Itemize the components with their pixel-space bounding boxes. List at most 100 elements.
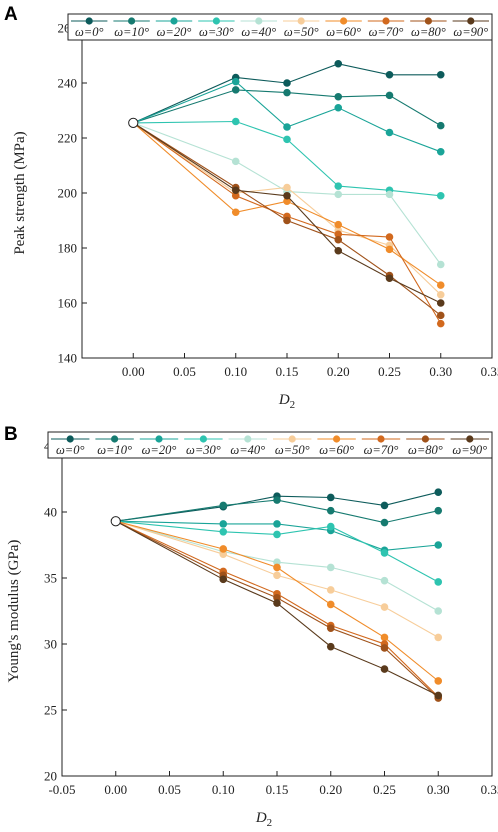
data-point: [219, 501, 228, 510]
legend-label: ω=30°: [199, 25, 234, 39]
y-tick-label: 200: [58, 186, 78, 201]
series-1: [115, 496, 443, 527]
series-line: [132, 122, 442, 324]
data-point: [283, 197, 291, 206]
data-point: [380, 633, 389, 642]
data-point: [273, 563, 281, 572]
x-tick-label: 0.20: [319, 782, 342, 797]
legend-entry: ω=60°: [317, 435, 356, 457]
data-point: [283, 216, 291, 225]
legend-swatch-marker: [382, 17, 390, 25]
y-tick-label: 40: [44, 505, 57, 520]
data-point: [334, 246, 343, 255]
x-tick-label: 0.00: [104, 782, 127, 797]
legend-entry: ω=90°: [452, 17, 489, 39]
series-line: [115, 520, 439, 638]
data-point: [326, 624, 335, 632]
data-point: [326, 493, 335, 502]
data-point: [334, 182, 343, 190]
data-point: [436, 290, 445, 299]
legend-swatch-marker: [333, 435, 341, 443]
x-tick-label: 0.25: [373, 782, 396, 797]
legend-box: [47, 431, 493, 459]
data-point: [436, 191, 445, 200]
panel-b-x-axis-label-main: D: [255, 810, 267, 826]
data-point: [283, 123, 291, 131]
x-tick-label: 0.10: [212, 782, 235, 797]
legend-label: ω=10°: [97, 443, 132, 457]
x-tick-label: 0.20: [327, 364, 350, 379]
series-8: [133, 122, 445, 320]
legend-swatch-marker: [170, 17, 178, 25]
data-point: [283, 183, 291, 192]
panel-b-letter: B: [4, 424, 18, 445]
x-tick-label: 0.25: [378, 364, 401, 379]
panel-b-y-axis-label: Young's modulus (GPa): [6, 540, 22, 683]
data-point: [326, 563, 335, 572]
legend-entry: ω=10°: [113, 17, 150, 39]
panel-a-letter: A: [4, 4, 18, 25]
data-point: [385, 91, 394, 100]
data-point: [334, 220, 343, 229]
legend-entry: ω=50°: [273, 435, 312, 457]
panel-b-x-axis: -0.05 0.00 0.05 0.10 0.15 0.20 0.25 0.30 0.35: [48, 771, 498, 797]
data-point: [231, 191, 240, 200]
legend-swatch-marker: [421, 435, 429, 443]
panel-b: B 202530354045 -0.050.000.050.100.150.20…: [4, 424, 498, 829]
data-point: [334, 103, 343, 112]
data-point: [334, 59, 343, 68]
x-tick-label: 0.35: [481, 782, 498, 797]
data-point: [385, 274, 394, 283]
legend-label: ω=40°: [230, 443, 265, 457]
data-point: [334, 230, 343, 239]
legend-label: ω=0°: [56, 443, 85, 457]
series-line: [115, 520, 439, 612]
data-point: [326, 586, 335, 594]
legend-swatch-marker: [66, 435, 74, 443]
legend-swatch-marker: [467, 17, 475, 25]
data-point: [434, 691, 443, 700]
origin-point: [128, 117, 139, 128]
data-point: [326, 506, 335, 515]
data-point: [219, 550, 228, 559]
data-point: [283, 79, 291, 87]
panel-b-x-axis-label: D2: [255, 810, 272, 829]
data-point: [231, 208, 240, 217]
data-point: [273, 599, 281, 607]
x-tick-label: 0.10: [224, 364, 247, 379]
legend-entry: ω=40°: [240, 17, 277, 39]
data-point: [326, 642, 335, 651]
data-point: [283, 135, 291, 144]
series-line: [115, 520, 439, 583]
data-point: [436, 299, 445, 307]
x-tick-label: 0.30: [427, 782, 450, 797]
data-point: [434, 506, 443, 515]
data-point: [283, 88, 291, 97]
panel-a-x-axis-label-main: D: [278, 392, 290, 408]
series-line: [115, 491, 439, 522]
legend-swatch-marker: [377, 435, 385, 443]
data-point: [380, 549, 389, 557]
y-tick-label: 25: [44, 703, 57, 718]
series-line: [133, 120, 441, 197]
x-tick-label: 0.15: [266, 782, 289, 797]
legend-entry: ω=30°: [184, 435, 223, 457]
legend-label: ω=30°: [186, 443, 221, 457]
legend-label: ω=80°: [408, 443, 443, 457]
series-line: [133, 80, 441, 153]
legend-swatch-marker: [424, 17, 432, 25]
legend-label: ω=60°: [326, 25, 361, 39]
data-point: [436, 147, 445, 156]
legend-label: ω=20°: [142, 443, 177, 457]
data-point: [436, 260, 445, 269]
legend-entry: ω=60°: [325, 17, 362, 39]
legend-entry: ω=10°: [95, 435, 134, 457]
panel-b-series-group: [110, 488, 443, 702]
series-line: [132, 122, 442, 304]
panel-a-legend: ω=0° ω=10° ω=20° ω=30° ω=40° ω=50° ω=60° ω=70° ω…: [67, 13, 493, 41]
legend-label: ω=20°: [157, 25, 192, 39]
data-point: [231, 77, 240, 86]
series-0: [115, 488, 443, 522]
y-tick-label: 140: [58, 351, 78, 366]
